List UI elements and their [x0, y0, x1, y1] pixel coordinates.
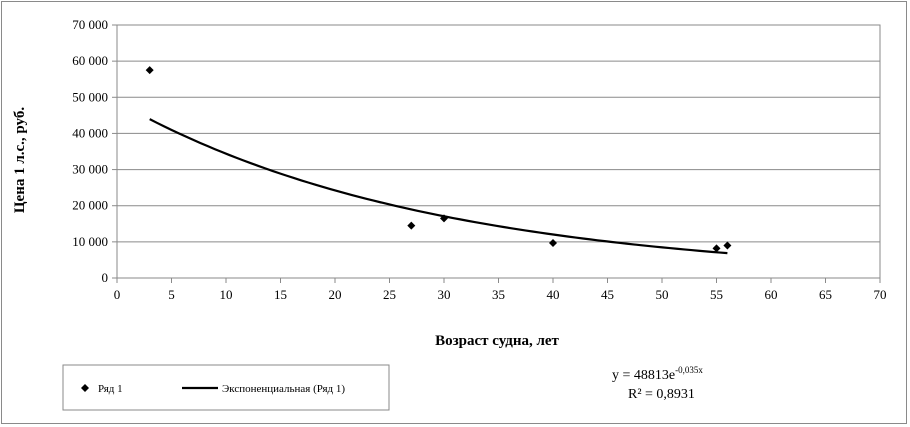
legend: Ряд 1 Экспоненциальная (Ряд 1)	[62, 364, 390, 411]
y-tick-label: 70 000	[72, 17, 108, 32]
x-tick-label: 5	[168, 287, 175, 302]
legend-box	[62, 364, 390, 411]
data-point	[723, 241, 732, 250]
y-tick-label: 60 000	[72, 53, 108, 68]
y-axis-ticks: 0 10 000 20 000 30 000 40 000 50 000 60 000 70 …	[72, 17, 117, 285]
y-tick-label: 0	[102, 270, 109, 285]
y-tick-label: 30 000	[72, 162, 108, 177]
x-tick-label: 45	[601, 287, 614, 302]
x-tick-label: 0	[114, 287, 121, 302]
y-tick-label: 40 000	[72, 125, 108, 140]
data-points	[145, 66, 732, 253]
plot-area	[116, 24, 881, 279]
x-tick-label: 70	[874, 287, 887, 302]
x-axis-ticks: 0 5 10 15 20 25 30 35 40 45 50 55 60 65 70	[114, 278, 887, 302]
legend-label-trend: Экспоненциальная (Ряд 1)	[222, 383, 345, 395]
x-tick-label: 30	[438, 287, 451, 302]
x-tick-label: 10	[220, 287, 233, 302]
y-axis-label: Цена 1 л.с., руб.	[12, 107, 28, 213]
gridlines	[117, 60, 880, 243]
equation-exponent: -0,035x	[675, 365, 703, 375]
data-point	[712, 244, 721, 253]
trend-equation: y = 48813e-0,035x R² = 0,8931	[612, 365, 703, 402]
legend-label-series: Ряд 1	[98, 383, 123, 395]
x-tick-label: 20	[329, 287, 342, 302]
x-tick-label: 55	[710, 287, 723, 302]
x-tick-label: 25	[383, 287, 396, 302]
legend-marker-series	[81, 384, 89, 392]
r-squared: R² = 0,8931	[628, 387, 695, 402]
equation-prefix: y = 48813e	[612, 368, 675, 383]
y-tick-label: 10 000	[72, 234, 108, 249]
x-tick-label: 65	[819, 287, 832, 302]
x-axis-label: Возраст судна, лет	[435, 333, 559, 349]
trendline	[149, 118, 728, 255]
x-tick-label: 60	[765, 287, 778, 302]
y-tick-label: 50 000	[72, 89, 108, 104]
equation-line: y = 48813e-0,035x	[612, 365, 703, 383]
x-tick-label: 50	[656, 287, 669, 302]
x-tick-label: 40	[547, 287, 560, 302]
x-tick-label: 35	[492, 287, 505, 302]
y-tick-label: 20 000	[72, 198, 108, 213]
data-point	[549, 238, 557, 247]
data-point	[440, 214, 448, 223]
x-tick-label: 15	[274, 287, 287, 302]
data-point	[145, 66, 154, 75]
data-point	[407, 221, 416, 230]
